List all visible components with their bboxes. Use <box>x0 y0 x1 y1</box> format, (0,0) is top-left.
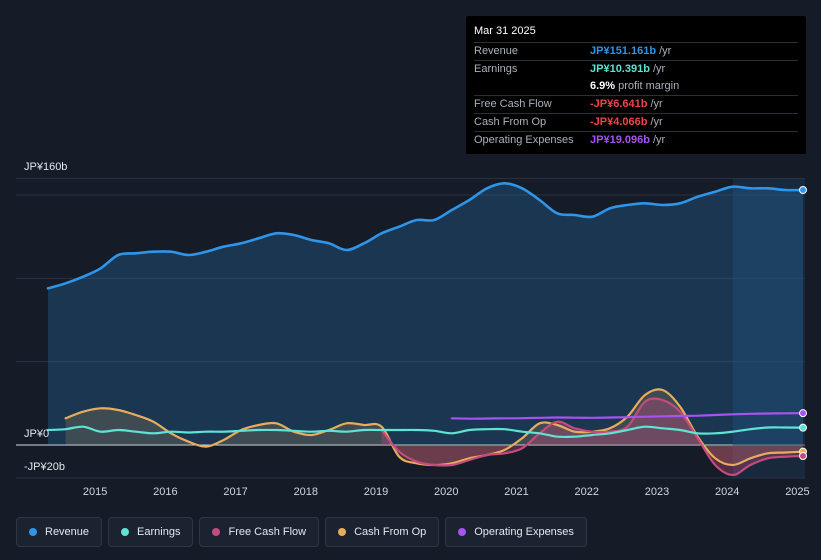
legend-dot-icon <box>458 528 467 536</box>
tooltip-value: -JP¥6.641b <box>590 98 648 110</box>
tooltip-value: 6.9% <box>590 80 616 92</box>
earnings-line <box>46 425 805 439</box>
tooltip-date: Mar 31 2025 <box>474 25 536 37</box>
legend-dot-icon <box>29 528 37 536</box>
operating-expenses-end-marker <box>799 409 807 418</box>
free-cash-flow-line <box>380 397 805 477</box>
tooltip-label: Earnings <box>474 63 518 75</box>
x-tick-label: 2023 <box>645 486 669 498</box>
series-lines <box>46 182 805 477</box>
x-tick-label: 2022 <box>575 486 599 498</box>
tooltip-row-cash-from-op: Cash From Op -JP¥4.066b/yr <box>474 113 798 131</box>
legend-label: Free Cash Flow <box>228 526 307 538</box>
legend-label: Cash From Op <box>354 526 427 538</box>
tooltip-label: Free Cash Flow <box>474 98 552 110</box>
tooltip-row-operating-expenses: Operating Expenses JP¥19.096b/yr <box>474 131 798 149</box>
tooltip-unit: /yr <box>659 45 672 57</box>
x-tick-label: 2018 <box>294 486 318 498</box>
x-tick-label: 2021 <box>504 486 528 498</box>
legend-item-revenue[interactable]: Revenue <box>16 517 103 547</box>
tooltip-value: JP¥151.161b <box>590 45 657 57</box>
tooltip-value: JP¥19.096b <box>590 134 650 146</box>
series-end-markers <box>799 186 807 460</box>
x-tick-label: 2019 <box>364 486 388 498</box>
tooltip-unit: profit margin <box>618 80 680 92</box>
chart-gridlines <box>16 177 805 479</box>
data-tooltip: Mar 31 2025 Revenue JP¥151.161b/yr Earning… <box>466 16 806 154</box>
tooltip-label: Revenue <box>474 45 519 57</box>
legend-dot-icon <box>338 528 347 536</box>
legend-item-operating-expenses[interactable]: Operating Expenses <box>445 517 587 547</box>
tooltip-unit: /yr <box>650 98 663 110</box>
chart-legend: Revenue Earnings Free Cash Flow Cash From O… <box>16 517 587 547</box>
legend-dot-icon <box>121 528 130 536</box>
x-tick-label: 2015 <box>83 486 107 498</box>
y-tick-label: JP¥160b <box>24 161 67 173</box>
legend-dot-icon <box>212 528 221 536</box>
tooltip-unit: /yr <box>650 116 663 128</box>
legend-item-cash-from-op[interactable]: Cash From Op <box>325 517 440 547</box>
tooltip-value: JP¥10.391b <box>590 63 650 75</box>
operating-expenses-line <box>450 412 805 420</box>
tooltip-value: -JP¥4.066b <box>590 116 648 128</box>
legend-label: Operating Expenses <box>474 526 574 538</box>
y-tick-label: JP¥0 <box>24 428 49 440</box>
tooltip-row-earnings: Earnings JP¥10.391b/yr <box>474 60 798 78</box>
tooltip-unit: /yr <box>652 63 666 75</box>
tooltip-row-revenue: Revenue JP¥151.161b/yr <box>474 42 798 60</box>
y-tick-label: -JP¥20b <box>24 461 65 473</box>
legend-label: Earnings <box>137 526 181 538</box>
x-tick-label: 2020 <box>434 486 458 498</box>
tooltip-unit: /yr <box>652 134 666 146</box>
tooltip-label: Cash From Op <box>474 116 547 128</box>
revenue-end-marker <box>799 186 807 194</box>
free-cash-flow-area <box>381 398 803 475</box>
x-tick-label: 2017 <box>223 486 247 498</box>
y-axis-labels: JP¥160b JP¥0 -JP¥20b <box>24 161 67 473</box>
tooltip-row-profit-margin: 6.9% profit margin <box>474 78 798 95</box>
tooltip-label <box>474 78 590 95</box>
free-cash-flow-end-marker <box>799 452 807 460</box>
tooltip-row-free-cash-flow: Free Cash Flow -JP¥6.641b/yr <box>474 95 798 113</box>
legend-item-free-cash-flow[interactable]: Free Cash Flow <box>199 517 320 547</box>
revenue-area <box>48 183 803 446</box>
tooltip-label: Operating Expenses <box>474 134 574 146</box>
revenue-line <box>46 182 805 290</box>
x-tick-label: 2024 <box>715 486 739 498</box>
earnings-end-marker <box>799 423 807 432</box>
legend-label: Revenue <box>45 526 90 538</box>
x-tick-label: 2016 <box>153 486 177 498</box>
legend-item-earnings[interactable]: Earnings <box>108 517 194 547</box>
x-tick-label: 2025 <box>785 486 809 498</box>
x-axis-labels: 2015 2016 2017 2018 2019 2020 2021 2022 2023 2024… <box>83 486 810 498</box>
tooltip-rows: Revenue JP¥151.161b/yr Earnings JP¥10.391b /… <box>474 42 798 149</box>
